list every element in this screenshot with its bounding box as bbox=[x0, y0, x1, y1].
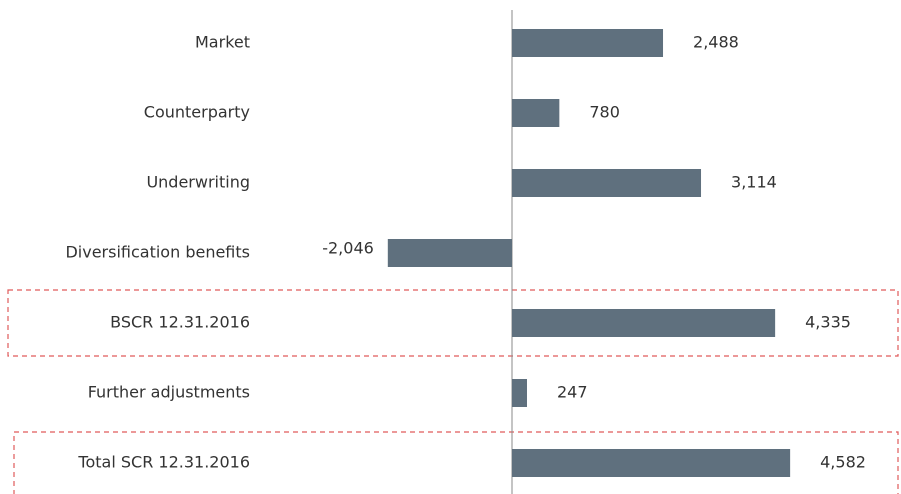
value-label: -2,046 bbox=[322, 239, 374, 258]
value-label: 4,582 bbox=[820, 453, 866, 472]
bar bbox=[512, 309, 776, 337]
category-label: Counterparty bbox=[144, 103, 250, 122]
bar bbox=[512, 29, 664, 57]
category-label: BSCR 12.31.2016 bbox=[110, 313, 250, 332]
value-label: 780 bbox=[589, 103, 620, 122]
bar bbox=[512, 449, 791, 477]
category-label: Market bbox=[195, 33, 250, 52]
bar bbox=[512, 379, 527, 407]
bar bbox=[512, 169, 702, 197]
category-label: Total SCR 12.31.2016 bbox=[77, 453, 250, 472]
value-label: 247 bbox=[557, 383, 588, 402]
category-label: Further adjustments bbox=[88, 383, 250, 402]
highlight-box bbox=[7, 289, 899, 357]
category-label: Underwriting bbox=[146, 173, 250, 192]
bar bbox=[387, 239, 512, 267]
value-label: 4,335 bbox=[805, 313, 851, 332]
value-label: 3,114 bbox=[731, 173, 777, 192]
value-label: 2,488 bbox=[693, 33, 739, 52]
bar bbox=[512, 99, 560, 127]
highlight-box bbox=[13, 431, 899, 494]
category-label: Diversification benefits bbox=[65, 243, 250, 262]
